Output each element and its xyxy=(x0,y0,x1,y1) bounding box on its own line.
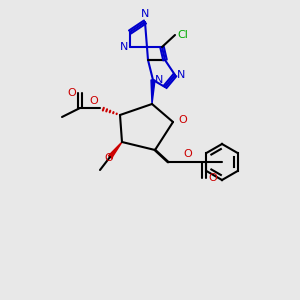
Text: O: O xyxy=(178,115,187,125)
Text: O: O xyxy=(105,153,113,163)
Text: Cl: Cl xyxy=(177,30,188,40)
Polygon shape xyxy=(151,80,155,104)
Polygon shape xyxy=(108,142,122,158)
Text: O: O xyxy=(67,88,76,98)
Text: N: N xyxy=(141,9,149,19)
Text: N: N xyxy=(155,75,164,85)
Text: O: O xyxy=(184,149,192,159)
Text: N: N xyxy=(120,42,128,52)
Text: O: O xyxy=(208,173,217,183)
Text: N: N xyxy=(177,70,185,80)
Text: O: O xyxy=(89,96,98,106)
